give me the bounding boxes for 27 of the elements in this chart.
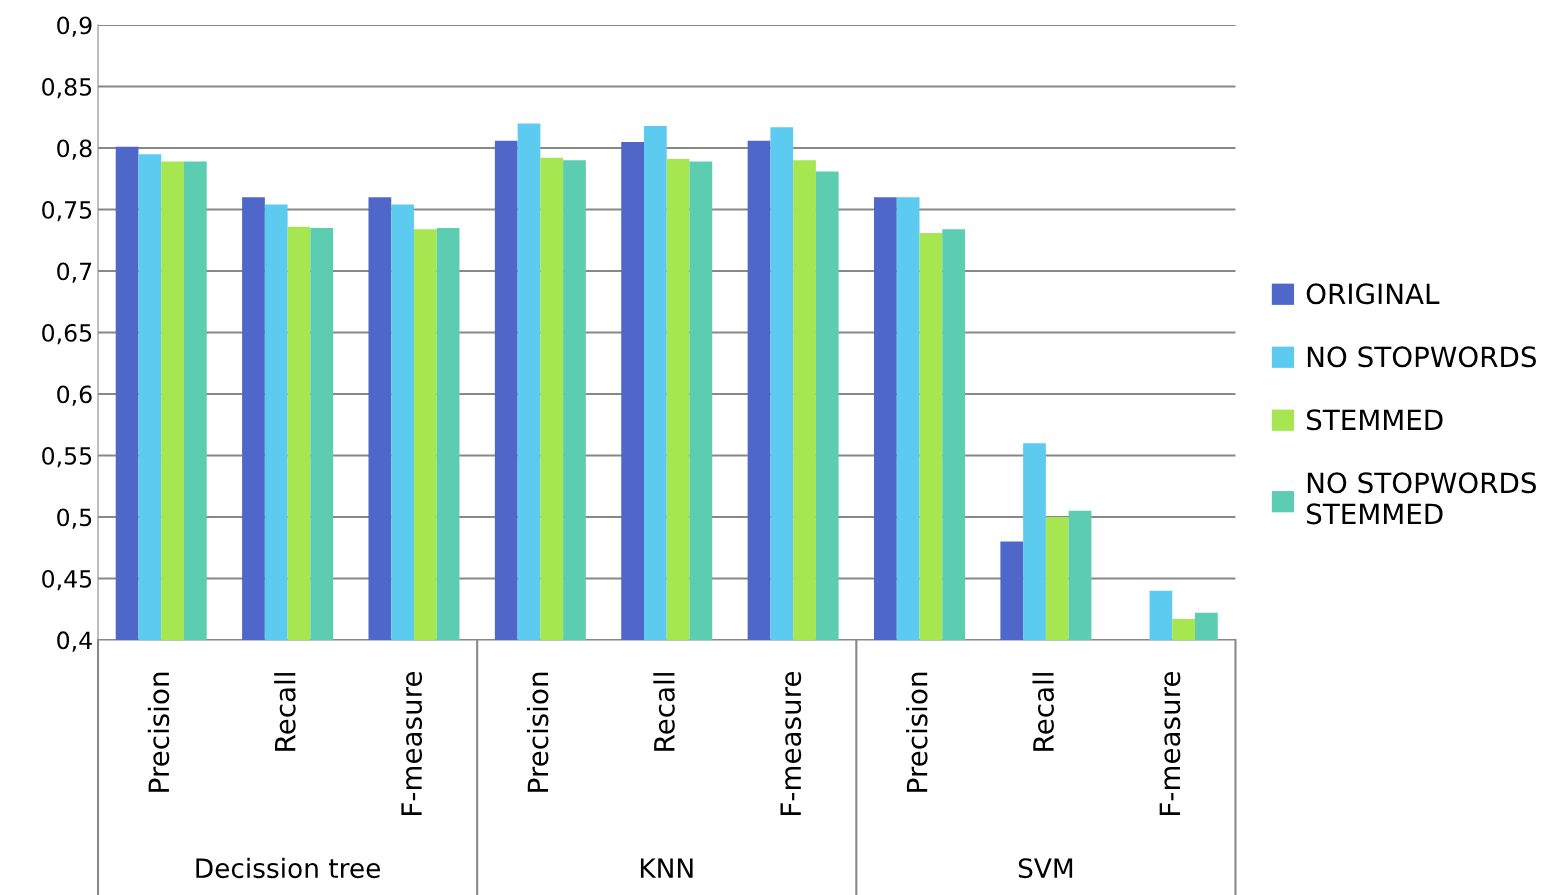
x-tick-label: F-measure <box>401 671 423 815</box>
y-tick-label: 0,7 <box>57 262 92 283</box>
text: KNN <box>640 858 693 878</box>
x-tick-label: Precision <box>147 672 170 792</box>
y-tick-label: 0,75 <box>42 200 92 222</box>
y-tick-label: 0,45 <box>42 569 92 591</box>
y-tick-label: 0,4 <box>57 631 92 652</box>
x-tick-label: Precision <box>526 672 549 792</box>
x-tick-label: F-measure <box>1159 671 1181 815</box>
legend-label: ORIGINAL <box>1306 283 1440 305</box>
x-tick-label: Precision <box>906 672 928 792</box>
x-tick-label: F-measure <box>780 671 802 815</box>
y-tick-label: 0,5 <box>57 508 92 529</box>
y-tick-label: 0,85 <box>42 77 92 99</box>
y-tick-label: 0,9 <box>57 16 92 37</box>
text: Decission tree <box>196 857 380 879</box>
legend-label: NO STOPWORDS <box>1307 346 1536 368</box>
y-tick-label: 0,6 <box>57 385 92 406</box>
y-tick-label: 0,8 <box>57 139 92 160</box>
legend-label: STEMMED <box>1307 409 1443 431</box>
y-tick-label: 0,65 <box>42 323 92 345</box>
x-tick-label: Recall <box>1032 673 1054 751</box>
y-tick-label: 0,55 <box>42 446 92 468</box>
x-tick-label: Recall <box>274 673 296 751</box>
x-tick-label: Recall <box>653 673 675 751</box>
legend-label: NO STOPWORDS STEMMED <box>1307 472 1536 525</box>
text: SVM <box>1018 858 1073 879</box>
